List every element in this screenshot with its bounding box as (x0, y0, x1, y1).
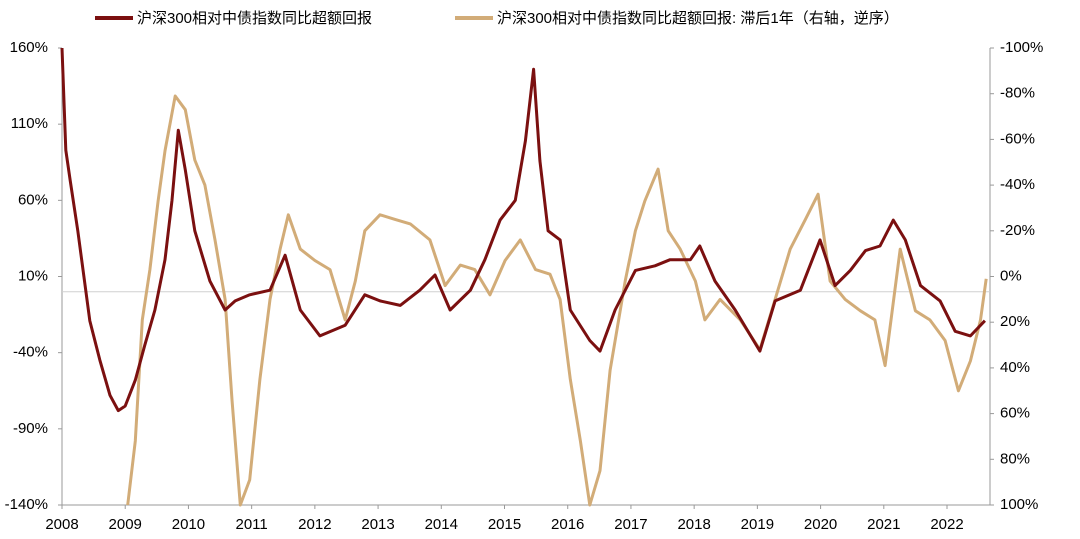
x-tick-label: 2014 (425, 516, 458, 533)
x-tick-label: 2016 (551, 516, 584, 533)
y2-tick-label: 60% (1000, 405, 1030, 422)
y2-tick-label: 80% (1000, 450, 1030, 467)
y-tick-label: 10% (18, 267, 48, 284)
x-tick-label: 2021 (867, 516, 900, 533)
x-tick-label: 2018 (677, 516, 710, 533)
x-tick-label: 2008 (45, 516, 78, 533)
y-tick-label: -140% (5, 496, 48, 513)
x-tick-label: 2022 (930, 516, 963, 533)
y-tick-label: -40% (13, 344, 48, 361)
x-tick-label: 2011 (236, 516, 268, 533)
y-tick-label: -90% (13, 420, 48, 437)
y2-tick-label: -60% (1000, 130, 1035, 147)
y2-tick-label: -100% (1000, 39, 1043, 56)
x-tick-label: 2019 (741, 516, 774, 533)
x-tick-label: 2017 (614, 516, 647, 533)
y2-tick-label: -80% (1000, 85, 1035, 102)
legend-label: 沪深300相对中债指数同比超额回报: 滞后1年（右轴，逆序） (497, 10, 899, 27)
x-tick-label: 2013 (361, 516, 394, 533)
x-tick-label: 2012 (298, 516, 331, 533)
y-tick-label: 160% (10, 39, 48, 56)
y2-tick-label: 40% (1000, 359, 1030, 376)
x-tick-label: 2010 (172, 516, 205, 533)
x-tick-label: 2009 (109, 516, 142, 533)
series-line (126, 94, 988, 507)
y2-tick-label: 100% (1000, 496, 1038, 513)
y2-tick-label: -40% (1000, 176, 1035, 193)
y2-tick-label: 0% (1000, 267, 1022, 284)
y2-tick-label: 20% (1000, 313, 1030, 330)
series-line (60, 47, 986, 413)
y-tick-label: 110% (11, 115, 48, 132)
x-tick-label: 2020 (804, 516, 837, 533)
y2-tick-label: -20% (1000, 222, 1035, 239)
y-tick-label: 60% (18, 191, 48, 208)
legend-label: 沪深300相对中债指数同比超额回报 (137, 10, 372, 27)
x-tick-label: 2015 (488, 516, 521, 533)
